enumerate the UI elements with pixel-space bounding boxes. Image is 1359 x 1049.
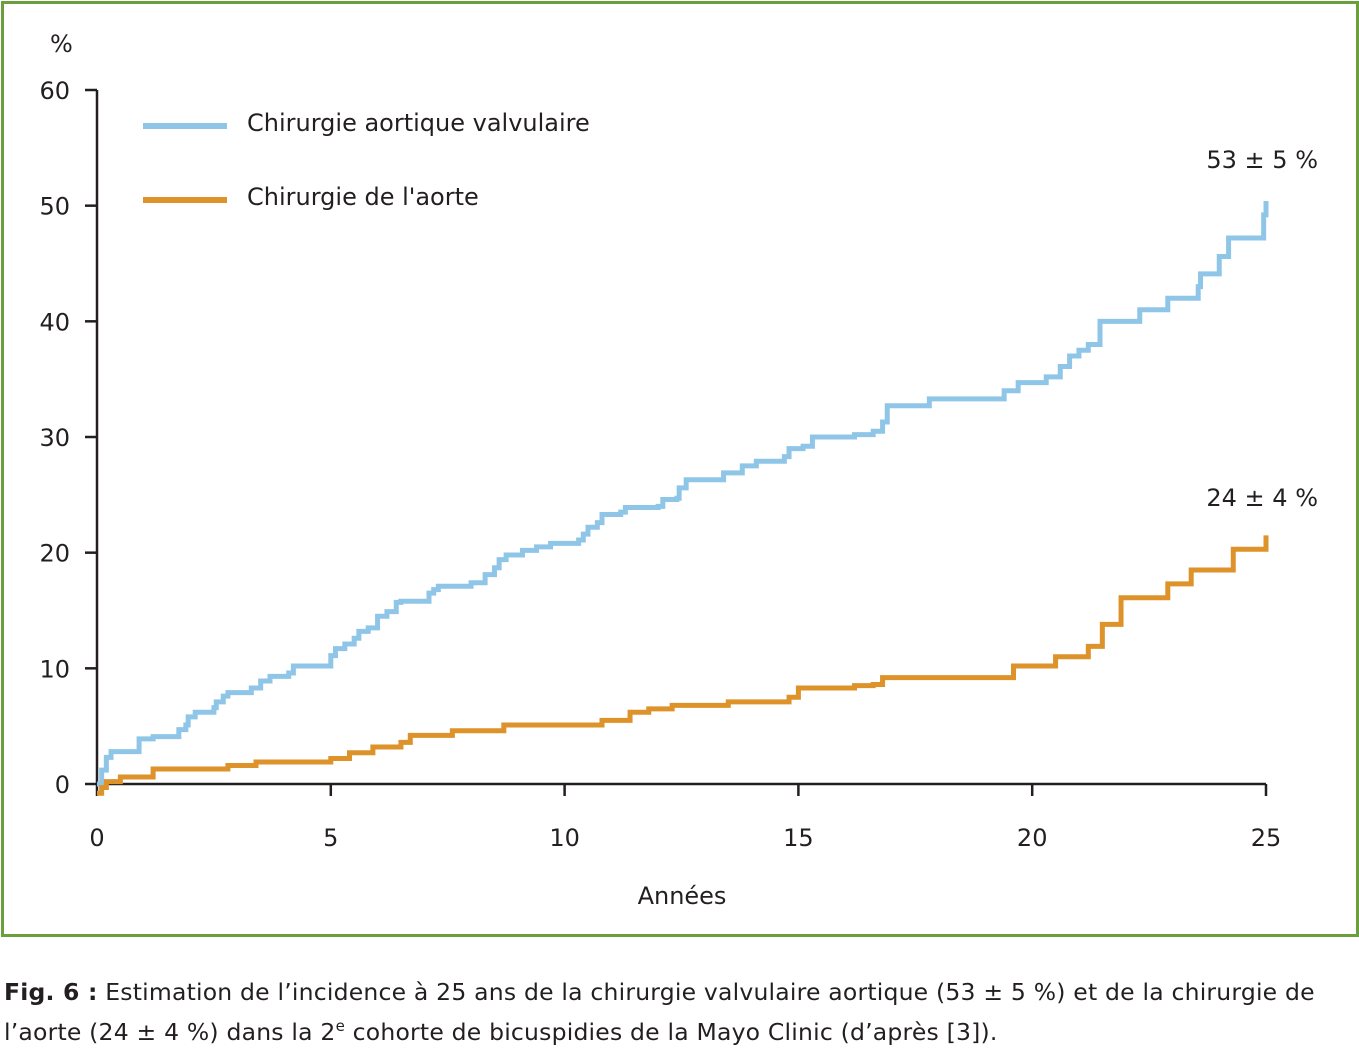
caption-text-2a: l’aorte (24 ± 4 %) dans la 2 [4,1017,336,1046]
legend-entry-label: Chirurgie aortique valvulaire [247,109,590,137]
figure-frame [1,1,1359,937]
x-axis-title: Années [638,882,727,910]
series-line-aorta-surgery [97,535,1269,796]
end-value-label: 53 ± 5 % [1206,146,1318,174]
caption-text-1: Estimation de l’incidence à 25 ans de la… [97,978,1315,1006]
caption-line-2: l’aorte (24 ± 4 %) dans la 2e cohorte de… [4,1009,1356,1049]
x-tick-label: 5 [323,824,338,852]
series-line-valve-surgery [97,201,1269,787]
y-tick-label: 50 [39,193,70,221]
chart-axes: 0 10 20 30 40 50 60 0 5 10 15 20 25 [39,77,1281,852]
y-tick-label: 10 [39,655,70,683]
end-value-label: 24 ± 4 % [1206,484,1318,512]
y-tick-label: 30 [39,424,70,452]
chart-series: 53 ± 5 % 24 ± 4 % [97,146,1318,796]
figure-caption: Fig. 6 : Estimation de l’incidence à 25 … [4,975,1356,1049]
kaplan-meier-chart: 0 10 20 30 40 50 60 0 5 10 15 20 25 53 ± 5 % 24 ± 4 %… [39,30,1318,910]
x-tick-label: 0 [89,824,104,852]
y-axis-unit-label: % [50,30,73,58]
y-tick-label: 60 [39,77,70,105]
caption-superscript: e [335,1017,345,1035]
caption-text-2b: cohorte de bicuspidies de la Mayo Clinic… [345,1017,998,1046]
legend-entry-label: Chirurgie de l'aorte [247,183,479,211]
x-tick-label: 15 [783,824,814,852]
caption-line-1: Fig. 6 : Estimation de l’incidence à 25 … [4,975,1356,1009]
y-tick-label: 40 [39,308,70,336]
y-tick-label: 20 [39,540,70,568]
x-tick-label: 20 [1017,824,1048,852]
x-tick-label: 25 [1251,824,1282,852]
caption-label: Fig. 6 : [4,978,98,1006]
y-tick-label: 0 [55,771,70,799]
x-tick-label: 10 [549,824,580,852]
chart-legend: Chirurgie aortique valvulaire Chirurgie d… [143,109,590,211]
